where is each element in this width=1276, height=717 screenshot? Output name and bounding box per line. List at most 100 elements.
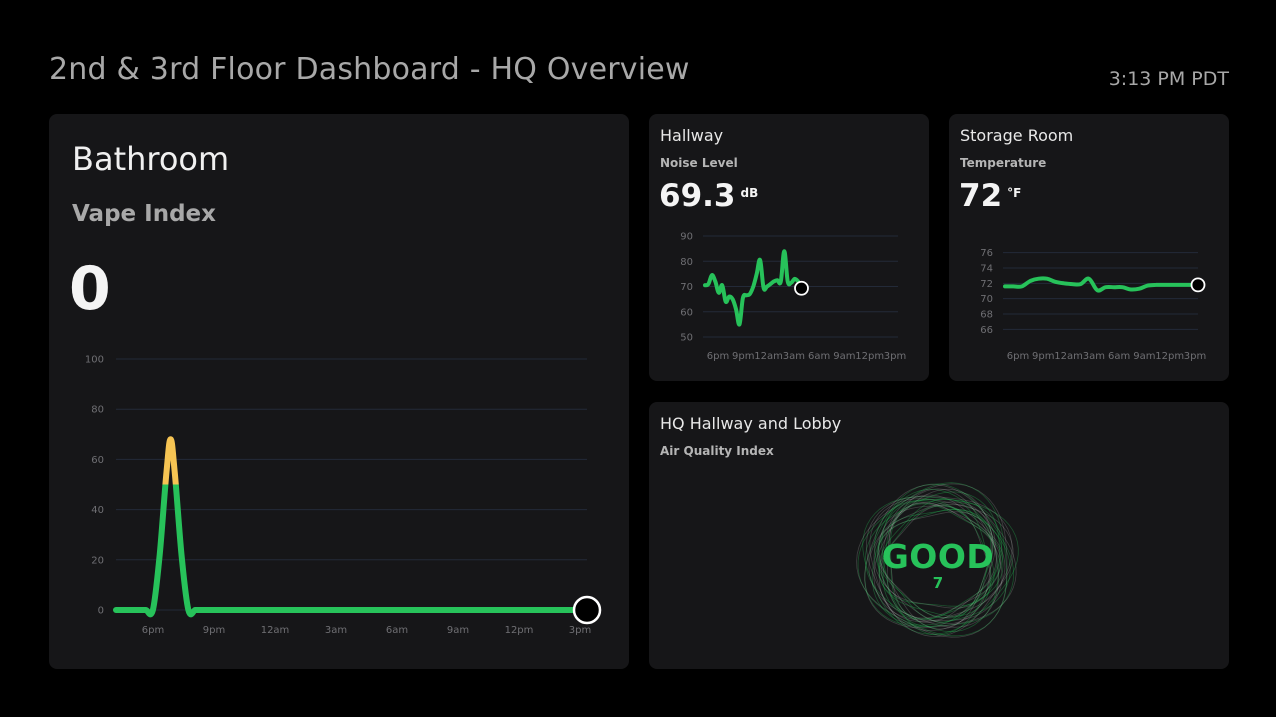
storage-room-card[interactable]: Storage Room Temperature 72 °F 66 68 70 72 74…: [949, 114, 1229, 381]
series-line: [113, 484, 590, 618]
current-point-marker: [1190, 277, 1206, 293]
current-point-marker: [572, 595, 602, 625]
aqi-status: GOOD: [881, 537, 995, 576]
series-line: [703, 249, 804, 327]
ring-stroke: [862, 496, 1019, 635]
y-tick-label: 60: [91, 455, 104, 466]
metric-value: 0: [69, 254, 111, 324]
vape-index-chart: 0 20 40 60 80 100 6pm 9pm 12am 3am 6am 9am 12pm 3pm: [85, 355, 602, 636]
ring-stroke: [868, 488, 999, 628]
ring-stroke: [864, 483, 1015, 627]
ring-stroke: [878, 504, 996, 630]
metric-value: 69.3 dB: [659, 178, 758, 214]
ring-stroke: [864, 484, 1017, 629]
metric-label: Vape Index: [72, 201, 216, 227]
x-tick-label: 12am: [754, 351, 783, 362]
y-tick-label: 80: [680, 257, 693, 268]
y-tick-label: 50: [680, 333, 693, 344]
value-number: 72: [959, 178, 1003, 214]
x-tick-label: 6am: [808, 351, 830, 362]
y-tick-label: 90: [680, 232, 693, 243]
ring-stroke: [888, 502, 997, 623]
ring-stroke: [878, 498, 992, 617]
ring-stroke: [886, 502, 1002, 619]
ring-stroke: [873, 488, 1003, 621]
x-tick-label: 6am: [1108, 351, 1130, 362]
x-tick-label: 3pm: [1184, 351, 1206, 362]
ring-stroke: [882, 499, 1004, 620]
x-tick-label: 3pm: [569, 625, 591, 636]
ring-stroke: [876, 508, 992, 619]
page-title: 2nd & 3rd Floor Dashboard - HQ Overview: [49, 52, 690, 87]
x-tick-label: 12am: [1054, 351, 1083, 362]
ring-stroke: [873, 501, 994, 625]
temperature-chart: 66 68 70 72 74 76 6pm 9pm 12am 3am 6am 9am 12pm 3pm: [980, 248, 1206, 362]
y-tick-label: 68: [980, 310, 993, 321]
metric-value: 72 °F: [959, 178, 1021, 214]
ring-stroke: [866, 496, 1013, 637]
ring-stroke: [857, 482, 1008, 637]
value-number: 69.3: [659, 178, 736, 214]
card-title: Storage Room: [960, 126, 1074, 145]
ring-stroke: [871, 488, 1011, 626]
x-tick-label: 12pm: [1155, 351, 1184, 362]
air-quality-ring: [856, 482, 1019, 638]
hallway-card[interactable]: Hallway Noise Level 69.3 dB 50 60 70 80 90 6pm…: [649, 114, 929, 381]
y-tick-label: 76: [980, 248, 993, 259]
x-tick-label: 9pm: [203, 625, 225, 636]
ring-stroke: [856, 483, 1008, 638]
x-tick-label: 12am: [261, 625, 290, 636]
ring-stroke: [889, 503, 998, 620]
hq-hallway-lobby-card[interactable]: HQ Hallway and Lobby Air Quality Index G…: [649, 402, 1229, 669]
ring-stroke: [869, 498, 1014, 632]
y-tick-label: 20: [91, 555, 104, 566]
y-tick-label: 66: [980, 325, 993, 336]
x-tick-label: 9am: [1133, 351, 1155, 362]
noise-level-chart: 50 60 70 80 90 6pm 9pm 12am 3am 6am 9am 12pm 3pm: [680, 232, 906, 363]
ring-stroke: [864, 491, 1000, 633]
ring-stroke: [880, 505, 991, 609]
card-title: Hallway: [660, 126, 724, 145]
x-tick-label: 12pm: [855, 351, 884, 362]
y-tick-label: 72: [980, 279, 993, 290]
value-unit: dB: [740, 186, 759, 200]
ring-stroke: [878, 505, 995, 607]
card-title: Bathroom: [72, 140, 230, 178]
y-tick-label: 74: [980, 264, 993, 275]
metric-label: Noise Level: [660, 156, 738, 170]
y-tick-label: 60: [680, 307, 693, 318]
x-tick-label: 6pm: [707, 351, 729, 362]
ring-stroke: [878, 509, 994, 623]
y-tick-label: 0: [98, 606, 104, 617]
current-point-marker: [794, 280, 809, 296]
card-title: HQ Hallway and Lobby: [660, 414, 842, 433]
x-tick-label: 6pm: [1007, 351, 1029, 362]
metric-label: Temperature: [960, 156, 1047, 170]
y-tick-label: 40: [91, 505, 104, 516]
value-unit: °F: [1007, 186, 1022, 200]
x-tick-label: 3pm: [884, 351, 906, 362]
y-tick-label: 100: [85, 355, 104, 366]
x-tick-label: 12pm: [505, 625, 534, 636]
metric-label: Air Quality Index: [660, 444, 774, 458]
y-tick-label: 70: [980, 294, 993, 305]
current-time: 3:13 PM PDT: [1108, 68, 1229, 90]
series-line: [1003, 276, 1200, 293]
ring-stroke: [874, 499, 1002, 636]
y-tick-label: 80: [91, 405, 104, 416]
x-tick-label: 6pm: [142, 625, 164, 636]
ring-stroke: [877, 511, 993, 618]
x-tick-label: 9pm: [1032, 351, 1054, 362]
x-tick-label: 3am: [1083, 351, 1105, 362]
x-tick-label: 9am: [833, 351, 855, 362]
bathroom-card[interactable]: Bathroom Vape Index 0 0 20 40 60 80 100 6pm 9pm…: [49, 114, 629, 669]
aqi-value: 7: [932, 574, 944, 592]
x-tick-label: 9pm: [732, 351, 754, 362]
ring-stroke: [878, 494, 1006, 623]
x-tick-label: 3am: [783, 351, 805, 362]
y-tick-label: 70: [680, 282, 693, 293]
ring-stroke: [881, 500, 1003, 628]
x-tick-label: 3am: [325, 625, 347, 636]
x-tick-label: 9am: [447, 625, 469, 636]
x-tick-label: 6am: [386, 625, 408, 636]
